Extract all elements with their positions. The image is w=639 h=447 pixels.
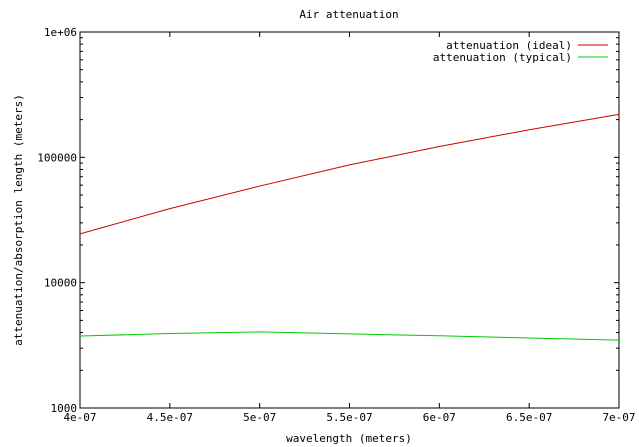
y-tick-label: 10000 xyxy=(44,277,77,290)
x-tick-label: 6e-07 xyxy=(423,411,456,424)
x-tick-label: 5.5e-07 xyxy=(326,411,372,424)
legend: attenuation (ideal)attenuation (typical) xyxy=(433,39,608,64)
legend-label: attenuation (typical) xyxy=(433,51,572,64)
series-line-1 xyxy=(79,331,620,341)
x-tick-label: 4e-07 xyxy=(63,411,96,424)
plot-frame xyxy=(79,31,620,409)
x-tick-label: 6.5e-07 xyxy=(506,411,552,424)
series-layer xyxy=(79,113,620,341)
chart-title: Air attenuation xyxy=(299,8,398,21)
series-line-0 xyxy=(79,113,620,235)
y-axis-label: attenuation/absorption length (meters) xyxy=(12,94,25,346)
x-tick-label: 5e-07 xyxy=(243,411,276,424)
x-tick-label: 4.5e-07 xyxy=(147,411,193,424)
x-tick-label: 7e-07 xyxy=(602,411,635,424)
y-tick-label: 100000 xyxy=(37,151,77,164)
x-axis-label: wavelength (meters) xyxy=(286,432,412,445)
legend-label: attenuation (ideal) xyxy=(446,39,572,52)
y-tick-label: 1e+06 xyxy=(44,26,77,39)
y-tick-label: 1000 xyxy=(51,402,78,415)
axis-ticks: 4e-07 4.5e-07 5e-07 5.5e-07 6e-07 6.5e-07 7e-0… xyxy=(37,26,635,424)
